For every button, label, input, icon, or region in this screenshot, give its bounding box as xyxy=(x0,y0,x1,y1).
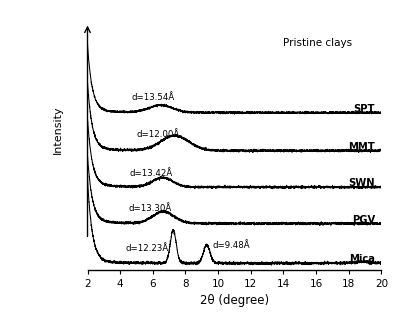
X-axis label: 2θ (degree): 2θ (degree) xyxy=(200,294,269,307)
Text: d=12.23Å: d=12.23Å xyxy=(125,244,168,253)
Text: d=9.48Å: d=9.48Å xyxy=(212,241,250,250)
Text: d=13.30Å: d=13.30Å xyxy=(128,204,172,213)
Text: d=12.00Å: d=12.00Å xyxy=(137,130,180,139)
Text: PGV: PGV xyxy=(352,215,375,224)
Text: MMT: MMT xyxy=(348,142,375,152)
Text: Intensity: Intensity xyxy=(53,105,63,154)
Text: SPT: SPT xyxy=(353,104,375,114)
Text: d=13.42Å: d=13.42Å xyxy=(130,168,173,178)
Text: Mica: Mica xyxy=(349,254,375,264)
Text: Pristine clays: Pristine clays xyxy=(283,38,352,48)
Text: SWN: SWN xyxy=(348,178,375,188)
Text: d=13.54Å: d=13.54Å xyxy=(132,93,175,102)
